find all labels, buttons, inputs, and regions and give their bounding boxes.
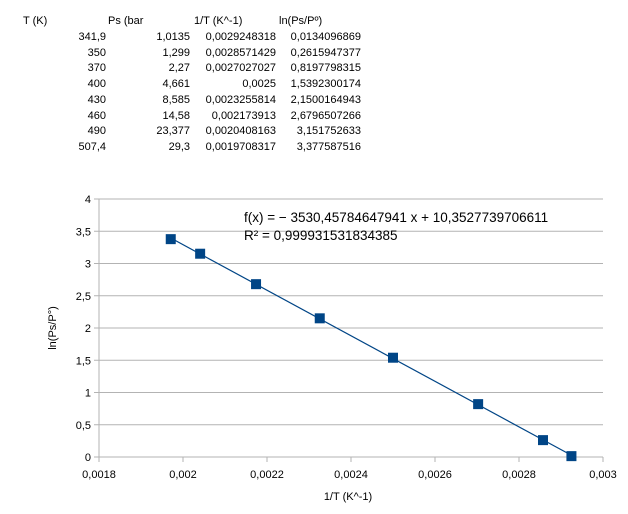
table-header-pressure[interactable]: Ps (bar: [108, 15, 144, 27]
y-axis-ticks: 0 0,5 1 1,5 2 2,5 3 3,5 4: [76, 194, 99, 464]
y-tick-label: 2,5: [76, 291, 91, 303]
table-cell[interactable]: 2,1500164943: [290, 93, 361, 106]
table-cell[interactable]: 1,299: [162, 46, 190, 59]
data-points: [165, 234, 577, 462]
table-cell[interactable]: 0,002173913: [211, 109, 276, 122]
table-cell[interactable]: 2,27: [168, 62, 190, 75]
data-point: [251, 279, 262, 290]
table-cell[interactable]: 507,4: [78, 140, 106, 153]
table-cell[interactable]: 2,6796507266: [290, 109, 361, 122]
x-axis-ticks: 0,0018 0,002 0,0022 0,0024 0,0026 0,0028 0,003: [82, 457, 617, 481]
data-point: [195, 248, 206, 259]
r-squared-label: R² = 0,999931531834385: [244, 228, 398, 243]
table-cell[interactable]: 370: [87, 62, 106, 75]
table-cell[interactable]: 0,0027027027: [205, 62, 276, 75]
table-cell[interactable]: 23,377: [156, 125, 190, 138]
data-point: [388, 352, 398, 363]
table-cell[interactable]: 460: [87, 109, 106, 122]
table-cell[interactable]: 0,0019708317: [205, 140, 276, 153]
table-cell[interactable]: 490: [87, 125, 106, 138]
y-tick-label: 3,5: [76, 226, 91, 238]
table-cell[interactable]: 430: [87, 93, 106, 106]
x-tick-label: 0,0018: [82, 469, 116, 481]
y-tick-label: 0: [85, 452, 91, 464]
trendline-equation: f(x) = − 3530,45784647941 x + 10,3527739…: [244, 210, 548, 225]
x-axis-label: 1/T (K^-1): [324, 491, 372, 503]
table-cell[interactable]: 0,0028571429: [205, 46, 276, 59]
y-tick-label: 1,5: [76, 355, 91, 367]
x-tick-label: 0,0024: [334, 469, 368, 481]
y-tick-label: 4: [85, 194, 91, 206]
table-header-inverse-temperature[interactable]: 1/T (K^-1): [194, 15, 243, 27]
x-tick-label: 0,0022: [250, 469, 284, 481]
x-tick-label: 0,0026: [418, 469, 452, 481]
y-tick-label: 2: [85, 323, 91, 335]
table-header-temperature[interactable]: T (K): [23, 15, 48, 27]
trendline: [170, 237, 572, 456]
table-cell[interactable]: 3,377587516: [296, 140, 361, 153]
y-tick-label: 0,5: [76, 420, 91, 432]
table-cell[interactable]: 0,8197798315: [290, 62, 361, 75]
table-cell[interactable]: 0,0134096869: [290, 31, 361, 43]
table-cell[interactable]: 1,5392300174: [290, 78, 361, 91]
x-tick-label: 0,0028: [502, 469, 536, 481]
data-point: [314, 313, 325, 324]
data-point: [473, 399, 484, 410]
table-cell[interactable]: 4,661: [162, 78, 190, 91]
x-tick-label: 0,003: [589, 469, 617, 481]
table-cell[interactable]: 0,0029248318: [205, 31, 276, 43]
y-tick-label: 3: [85, 259, 91, 271]
table-header-log-pressure[interactable]: ln(Ps/Pº): [279, 15, 323, 27]
table-cell[interactable]: 8,585: [162, 93, 190, 106]
table-cell[interactable]: 0,0020408163: [205, 125, 276, 138]
table-cell[interactable]: 1,0135: [156, 31, 190, 43]
table-cell[interactable]: 0,0025: [242, 78, 276, 91]
table-cell[interactable]: 350: [87, 46, 106, 59]
table-cell[interactable]: 400: [87, 78, 106, 91]
y-tick-label: 1: [85, 388, 91, 400]
data-point: [566, 451, 577, 462]
table-cell[interactable]: 0,2615947377: [290, 46, 361, 59]
data-point: [538, 435, 548, 446]
x-tick-label: 0,002: [169, 469, 197, 481]
table-cell[interactable]: 341,9: [78, 31, 106, 43]
table-cell[interactable]: 3,151752633: [296, 125, 361, 138]
table-cell[interactable]: 29,3: [168, 140, 190, 153]
y-axis-label: ln(Ps/P°): [47, 306, 59, 350]
table-cell[interactable]: 14,58: [162, 109, 190, 122]
data-point: [165, 234, 176, 245]
table-cell[interactable]: 0,0023255814: [205, 93, 276, 106]
